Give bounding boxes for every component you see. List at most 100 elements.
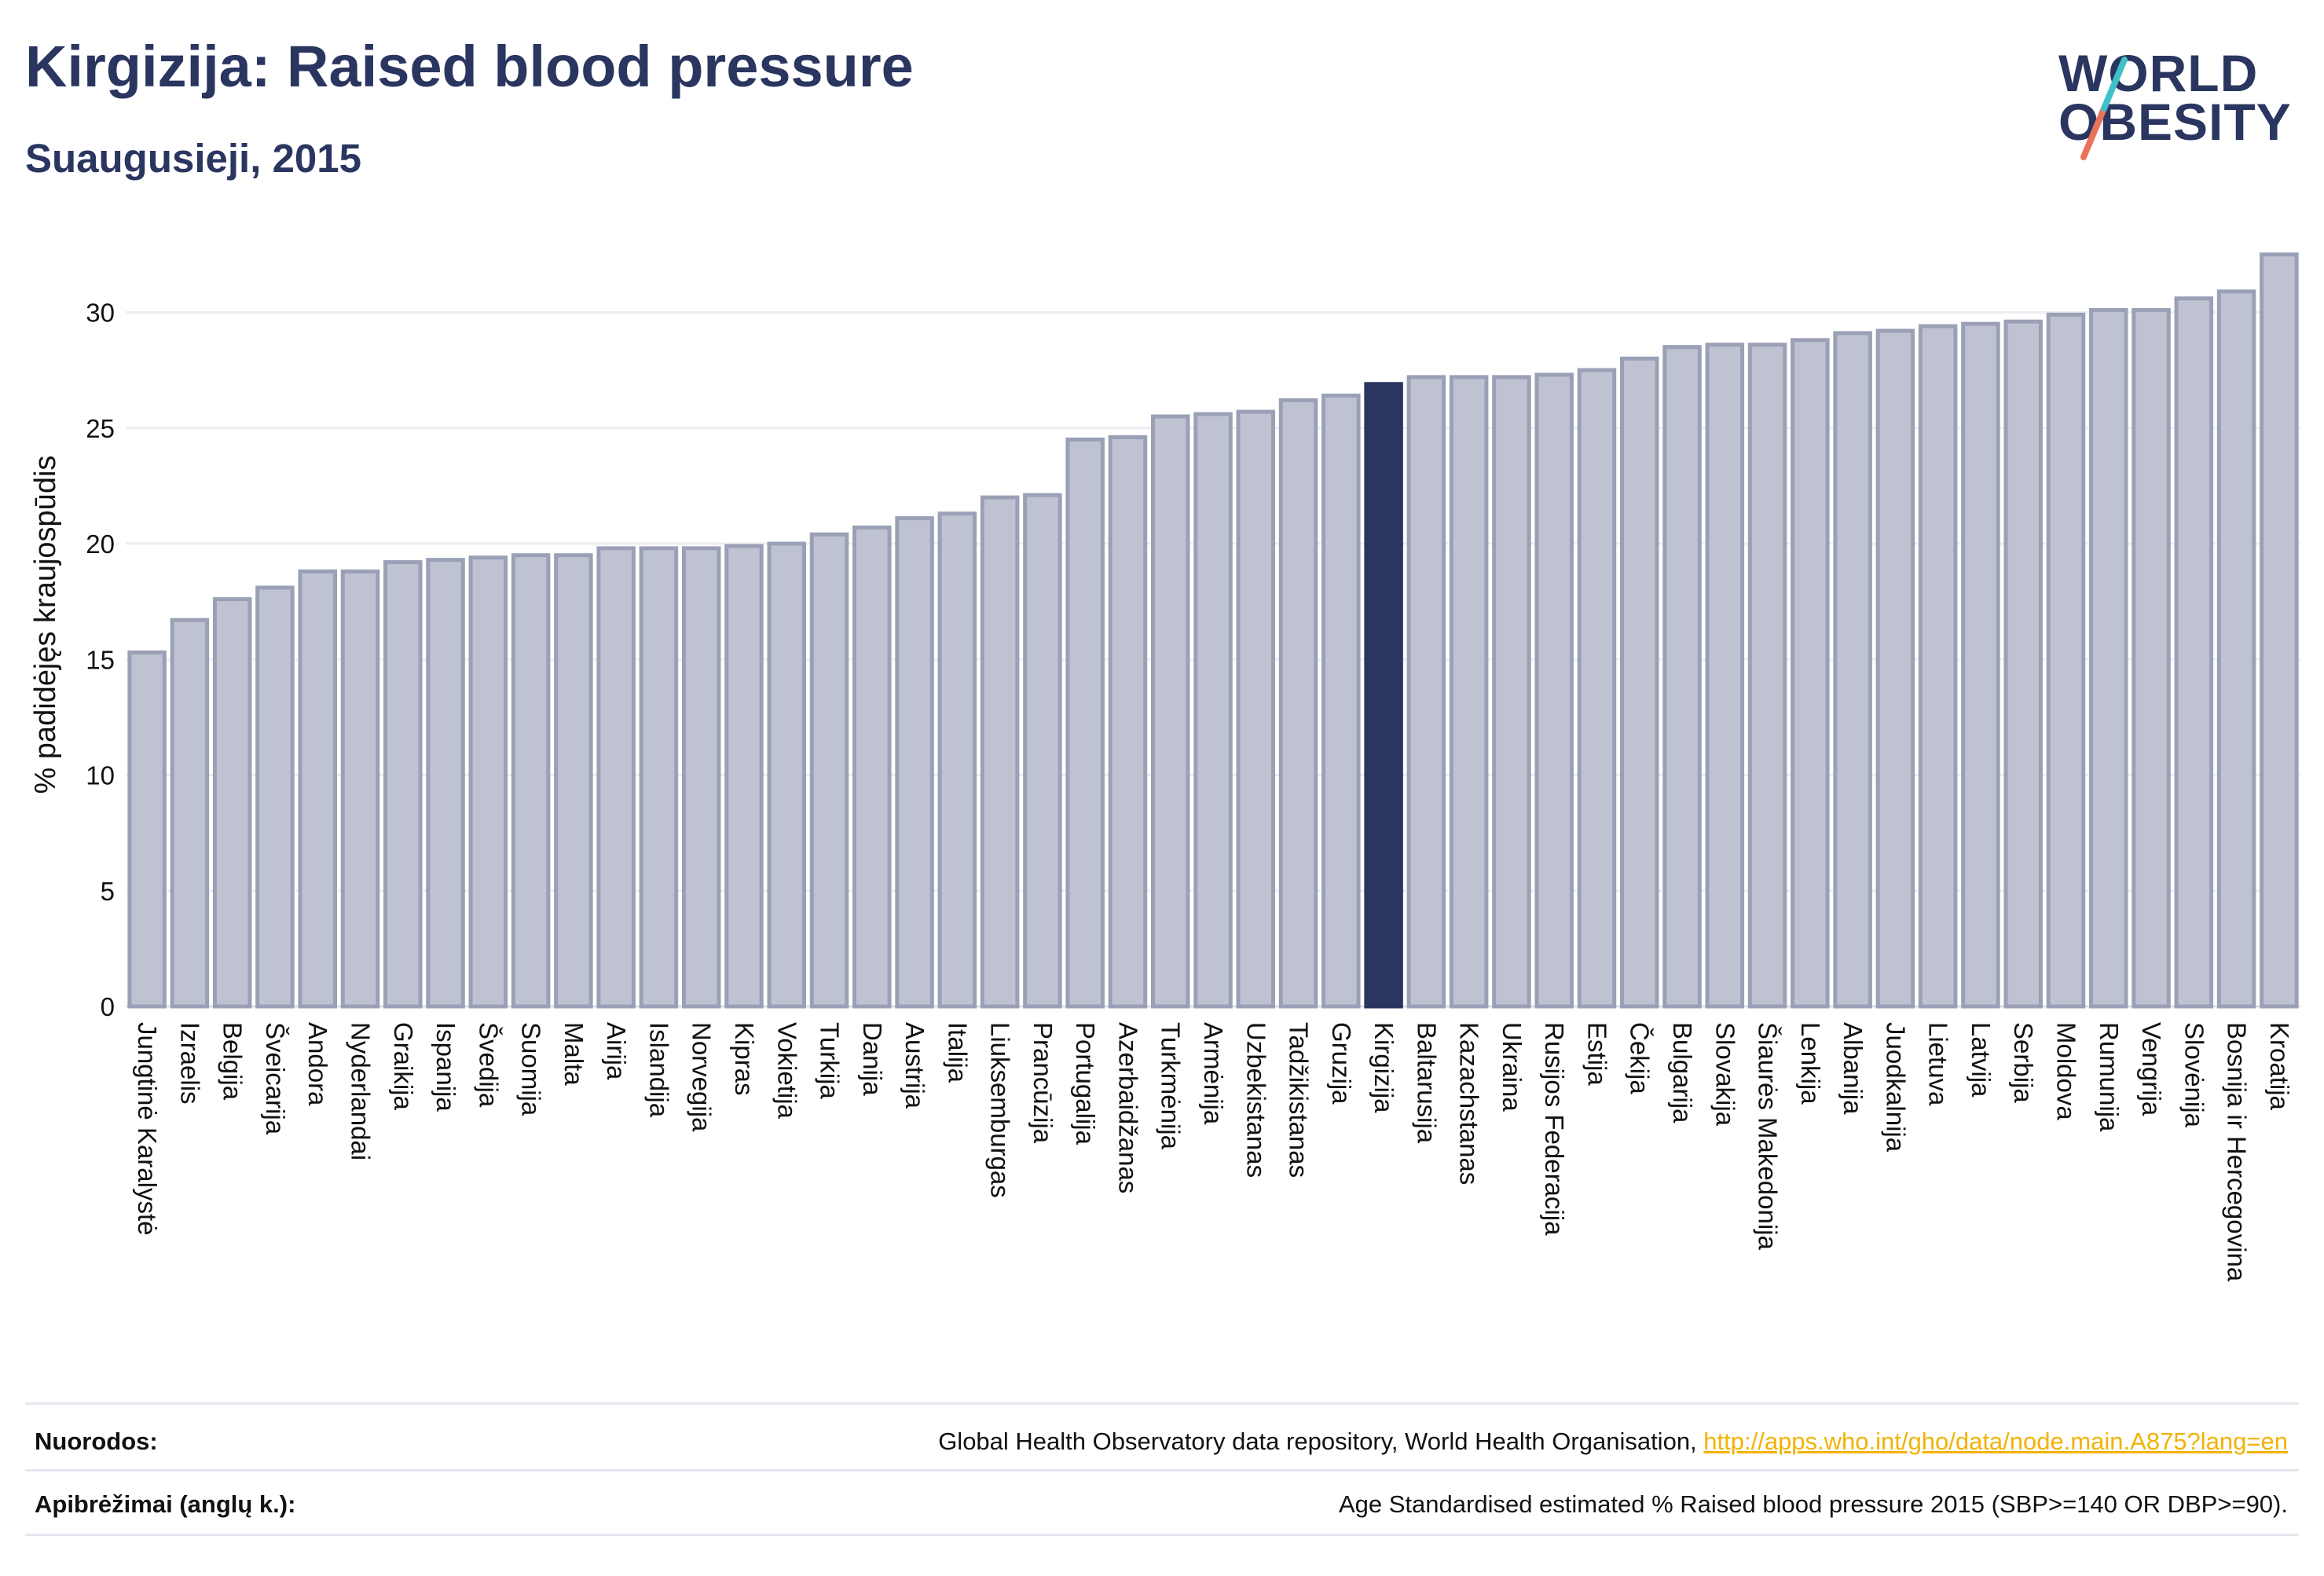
x-tick-label: Lenkija bbox=[1796, 1022, 1825, 1105]
bar bbox=[724, 544, 764, 1009]
x-tick-label: Turkija bbox=[816, 1022, 845, 1099]
bar bbox=[1236, 409, 1276, 1009]
definitions-label: Apibrėžimai (anglų k.): bbox=[35, 1490, 296, 1518]
x-tick-label: Jungtinė Karalystė bbox=[133, 1022, 162, 1236]
bar bbox=[852, 525, 892, 1009]
chart-subtitle: Suaugusieji, 2015 bbox=[25, 136, 362, 181]
bar bbox=[681, 546, 721, 1009]
x-tick-label: Kipras bbox=[730, 1022, 759, 1096]
footer-definitions-row: Apibrėžimai (anglų k.): Age Standardised… bbox=[25, 1473, 2299, 1536]
x-tick-label: Italija bbox=[943, 1022, 972, 1083]
footer-divider bbox=[25, 1534, 2299, 1536]
bar bbox=[1791, 338, 1830, 1009]
bar bbox=[1875, 328, 1915, 1009]
x-tick-label: Kazachstanas bbox=[1455, 1022, 1484, 1185]
y-tick-label: 0 bbox=[101, 992, 115, 1021]
x-tick-label: Estija bbox=[1582, 1022, 1611, 1086]
bar bbox=[554, 553, 593, 1009]
bar bbox=[383, 560, 423, 1009]
y-tick-label: 10 bbox=[86, 761, 115, 790]
x-tick-label: Albanija bbox=[1838, 1022, 1868, 1115]
x-tick-label: Slovėnija bbox=[2179, 1022, 2209, 1128]
y-tick-label: 5 bbox=[101, 877, 115, 906]
bar bbox=[1278, 398, 1318, 1009]
footer-sources-row: Nuorodos: Global Health Observatory data… bbox=[25, 1410, 2299, 1473]
footer-divider bbox=[25, 1469, 2299, 1472]
bar bbox=[170, 618, 210, 1009]
x-tick-label: Vengrija bbox=[2137, 1022, 2166, 1116]
x-tick-label: Moldova bbox=[2051, 1022, 2080, 1120]
x-tick-label: Liuksemburgas bbox=[986, 1022, 1015, 1198]
x-tick-label: Turkmėnija bbox=[1157, 1022, 1186, 1150]
logo-word-world: WORLD bbox=[2058, 44, 2259, 102]
y-tick-label: 20 bbox=[86, 530, 115, 559]
bar bbox=[2174, 296, 2214, 1009]
x-tick-label: Danija bbox=[858, 1022, 887, 1096]
bar bbox=[1406, 375, 1446, 1009]
y-axis-ticks: 0 5 10 15 20 25 30 bbox=[86, 299, 115, 1022]
x-tick-label: Andora bbox=[303, 1022, 332, 1106]
sources-text: Global Health Observatory data repositor… bbox=[938, 1428, 1704, 1455]
x-tick-label: Belgija bbox=[218, 1022, 247, 1101]
y-tick-label: 25 bbox=[86, 414, 115, 443]
bar bbox=[1705, 343, 1745, 1009]
bar bbox=[1747, 343, 1787, 1009]
x-tick-label: Kirgizija bbox=[1369, 1022, 1398, 1113]
bar bbox=[1619, 356, 1659, 1009]
x-tick-label: Armėnija bbox=[1199, 1022, 1228, 1125]
x-tick-label: Norvegija bbox=[687, 1022, 717, 1132]
x-axis-ticks: Jungtinė Karalystė Izraelis Belgija Šveicar… bbox=[133, 1022, 2294, 1282]
bar bbox=[212, 597, 252, 1009]
x-tick-label: Gruzija bbox=[1327, 1022, 1356, 1105]
x-tick-label: Ukraina bbox=[1497, 1022, 1527, 1112]
bar bbox=[468, 555, 508, 1009]
bar bbox=[1918, 324, 1958, 1009]
x-tick-label: Airija bbox=[602, 1022, 631, 1080]
x-tick-label: Ispanija bbox=[431, 1022, 460, 1112]
bar bbox=[2046, 312, 2086, 1009]
bar bbox=[1023, 493, 1062, 1009]
bar bbox=[1833, 331, 1872, 1009]
bar bbox=[1065, 437, 1105, 1009]
bar bbox=[2089, 308, 2128, 1009]
world-obesity-logo: WORLD OBESITY bbox=[2043, 24, 2310, 173]
bar bbox=[1108, 435, 1148, 1009]
bar bbox=[596, 546, 636, 1009]
x-tick-label: Suomija bbox=[517, 1022, 546, 1116]
chart-title: Kirgizija: Raised blood pressure bbox=[25, 34, 914, 99]
bar bbox=[1492, 375, 1531, 1009]
x-tick-label: Lietuva bbox=[1924, 1022, 1953, 1106]
x-tick-label: Izraelis bbox=[175, 1022, 204, 1105]
bar bbox=[1449, 375, 1489, 1009]
x-tick-label: Serbija bbox=[2009, 1022, 2038, 1103]
bar bbox=[2260, 252, 2299, 1009]
x-tick-label: Rusijos Federacija bbox=[1540, 1022, 1569, 1236]
bar-highlight bbox=[1364, 382, 1403, 1009]
bar bbox=[1577, 368, 1617, 1009]
bar bbox=[895, 516, 934, 1009]
bar bbox=[340, 569, 380, 1009]
x-tick-label: Graikija bbox=[389, 1022, 418, 1111]
x-tick-label: Bosnija ir Hercegovina bbox=[2223, 1022, 2252, 1282]
bar bbox=[2003, 319, 2043, 1009]
x-tick-label: Latvija bbox=[1967, 1022, 1996, 1098]
bar bbox=[809, 532, 849, 1009]
sources-link[interactable]: http://apps.who.int/gho/data/node.main.A… bbox=[1703, 1428, 2288, 1455]
bar bbox=[2132, 308, 2171, 1009]
bars bbox=[127, 252, 2299, 1009]
y-tick-label: 30 bbox=[86, 299, 115, 328]
bar-chart: 0 5 10 15 20 25 30 Jungtinė Karalystė Izraelis B… bbox=[29, 252, 2300, 1282]
x-tick-label: Čekija bbox=[1626, 1022, 1655, 1094]
bar bbox=[511, 553, 551, 1009]
x-tick-label: Uzbekistanas bbox=[1241, 1022, 1270, 1178]
sources-label: Nuorodos: bbox=[35, 1428, 158, 1455]
bar bbox=[1321, 394, 1361, 1009]
x-tick-label: Tadžikistanas bbox=[1285, 1022, 1314, 1178]
x-tick-label: Rumunija bbox=[2095, 1022, 2124, 1132]
bar bbox=[980, 495, 1020, 1009]
bar bbox=[1662, 345, 1702, 1009]
bar bbox=[298, 569, 337, 1009]
x-tick-label: Šiaurės Makedonija bbox=[1754, 1022, 1783, 1250]
x-tick-label: Prancūzija bbox=[1028, 1022, 1058, 1144]
bar bbox=[426, 558, 465, 1009]
